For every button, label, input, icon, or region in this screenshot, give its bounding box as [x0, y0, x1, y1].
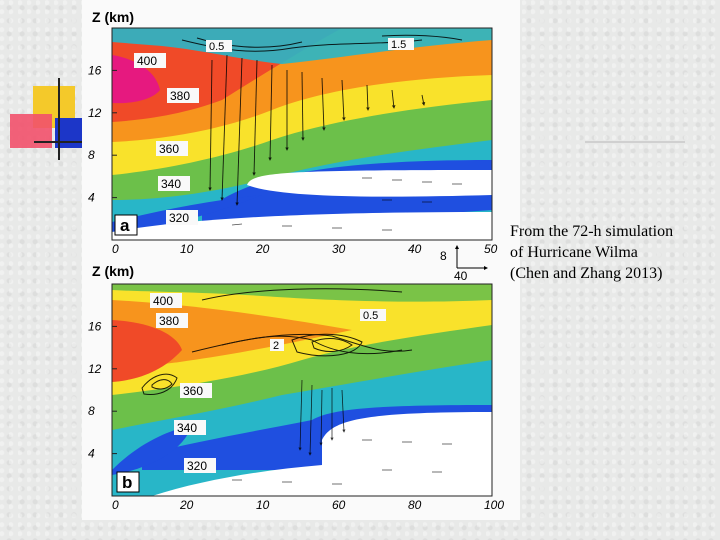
caption-line-2: of Hurricane Wilma [510, 244, 638, 261]
x-tick-label: 20 [255, 242, 270, 256]
x-tick-label: 30 [332, 242, 346, 256]
theta-label: 380 [159, 314, 179, 328]
panel-a-ylabel: Z (km) [92, 9, 134, 25]
caption-line-3: (Chen and Zhang 2013) [510, 265, 663, 282]
contour-label: 0.5 [363, 310, 378, 322]
ref-horizontal-label: 40 [454, 269, 468, 283]
reference-vector: 8 40 [440, 245, 488, 283]
x-tick-label: 0 [112, 242, 119, 256]
x-tick-label: 40 [408, 242, 422, 256]
theta-label: 340 [161, 177, 181, 191]
x-tick-label: 10 [180, 242, 194, 256]
panel-b-label: b [122, 473, 132, 492]
panel-a-label: a [120, 216, 130, 235]
theta-label: 360 [183, 384, 203, 398]
y-tick-label: 4 [88, 447, 95, 461]
theta-label: 400 [137, 54, 157, 68]
deco-vertical-line [58, 78, 60, 160]
panel-b-axes: 0 20 10 60 80 100 4 8 12 16 [88, 319, 504, 512]
deco-grey-line [585, 141, 685, 143]
contour-label: 2 [273, 340, 279, 352]
y-tick-label: 8 [88, 404, 95, 418]
x-tick-label: 50 [484, 242, 498, 256]
theta-label: 400 [153, 294, 173, 308]
x-tick-label: 20 [179, 498, 194, 512]
panel-b: Z (km) [88, 263, 504, 512]
panel-b-ylabel: Z (km) [92, 263, 134, 279]
ref-vertical-label: 8 [440, 249, 447, 263]
theta-label: 340 [177, 421, 197, 435]
caption-line-1: From the 72-h simulation [510, 223, 674, 240]
y-tick-label: 16 [88, 63, 102, 77]
y-tick-label: 16 [88, 319, 102, 333]
figure-area: Z (km) [82, 0, 520, 520]
figure-caption: From the 72-h simulation of Hurricane Wi… [510, 221, 710, 284]
theta-label: 360 [159, 142, 179, 156]
theta-label: 320 [169, 211, 189, 225]
x-tick-label: 60 [332, 498, 346, 512]
x-tick-label: 100 [484, 498, 504, 512]
x-tick-label: 80 [408, 498, 422, 512]
x-tick-label: 10 [256, 498, 270, 512]
panel-a-field [112, 28, 492, 240]
theta-label: 380 [170, 89, 190, 103]
panel-a: Z (km) [88, 9, 498, 283]
y-tick-label: 8 [88, 148, 95, 162]
panel-a-axes: 0 10 20 30 40 50 4 8 12 16 [88, 63, 498, 256]
contour-label: 0.5 [209, 41, 224, 53]
y-tick-label: 12 [88, 362, 102, 376]
chart-figure: Z (km) [88, 9, 504, 512]
contour-label: 1.5 [391, 39, 406, 51]
y-tick-label: 4 [88, 191, 95, 205]
deco-horizontal-line [34, 141, 90, 143]
theta-label: 320 [187, 459, 207, 473]
y-tick-label: 12 [88, 106, 102, 120]
x-tick-label: 0 [112, 498, 119, 512]
